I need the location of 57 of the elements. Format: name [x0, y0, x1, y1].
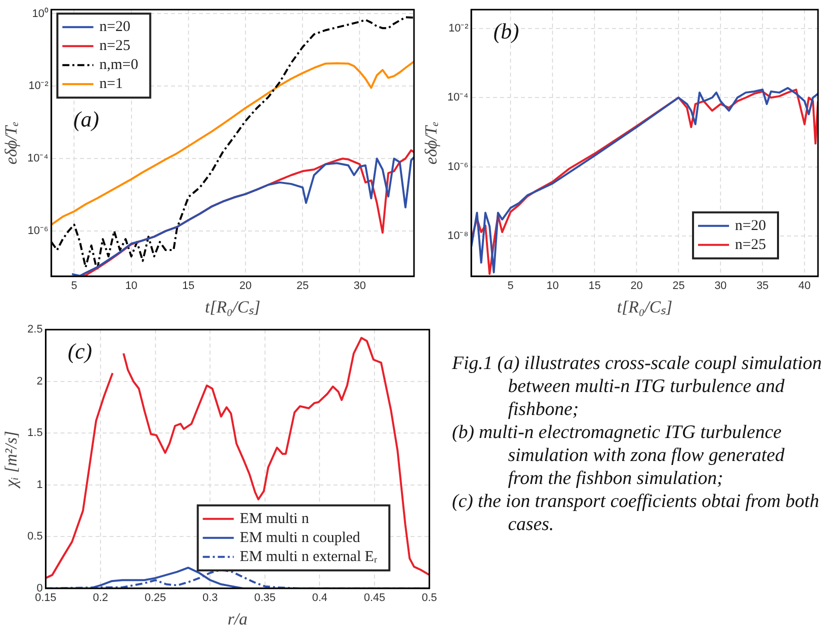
- annotation: (c): [68, 338, 92, 364]
- x-axis-title: t[R₀/Cₛ]: [617, 297, 672, 316]
- x-tick-label: 10: [125, 280, 138, 292]
- y-tick-label: 10⁻⁶: [448, 160, 468, 173]
- x-tick-label: 40: [798, 280, 811, 292]
- y-tick-label: 10⁻⁴: [447, 92, 469, 104]
- y-tick-label: 10⁻²: [448, 22, 469, 34]
- y-tick-label: 2: [36, 375, 43, 388]
- x-tick-label: 0.35: [254, 592, 276, 604]
- y-axis-title: χᵢ [m²/s]: [2, 430, 21, 490]
- x-axis-title: t[R₀/Cₛ]: [205, 297, 260, 316]
- y-tick-label: 10⁻⁶: [28, 225, 48, 238]
- y-tick-label: 1: [36, 478, 43, 491]
- y-tick-label: 10⁰: [32, 6, 48, 20]
- x-tick-label: 15: [588, 280, 601, 292]
- x-tick-label: 0.25: [144, 592, 166, 604]
- x-tick-label: 5: [71, 280, 78, 292]
- legend-label: n=25: [735, 236, 766, 253]
- legend-label: n=20: [735, 218, 766, 234]
- y-axis-title: eδϕ/Tₑ: [422, 122, 441, 164]
- x-tick-label: 0.45: [364, 592, 386, 604]
- y-axis-title: eδϕ/Tₑ: [2, 122, 21, 164]
- x-tick-label: 0.5: [422, 592, 438, 604]
- annotation: (a): [73, 106, 100, 132]
- x-tick-label: 15: [182, 280, 195, 292]
- annotation: (b): [493, 18, 520, 44]
- legend-label: EM multi n: [240, 510, 310, 527]
- x-tick-label: 20: [239, 280, 252, 292]
- text: (c) the ion transport coefficients obtai from both cases.: [452, 490, 820, 536]
- x-tick-label: 30: [354, 280, 366, 292]
- x-tick-label: 10: [546, 280, 559, 292]
- x-axis-title: r/a: [228, 609, 248, 628]
- y-tick-label: 0: [36, 582, 43, 594]
- text: (b) multi-n electromagnetic ITG turbulence simulation with zona flow generated from the fishbon simulation;: [452, 421, 786, 490]
- legend-label: EM multi n coupled: [240, 530, 361, 546]
- caption: Fig.1 (a) illustrates cross-scale coupl simulation between multi-n ITG turbulence and fishbone;: [452, 352, 823, 421]
- y-tick-label: 1.5: [27, 427, 43, 440]
- legend-label: n,m=0: [99, 57, 138, 74]
- legend-label: n=1: [99, 76, 123, 92]
- x-tick-label: 25: [672, 280, 685, 292]
- x-tick-label: 35: [756, 280, 769, 292]
- legend-label: n=25: [99, 38, 130, 54]
- y-tick-label: 2.5: [27, 324, 43, 336]
- x-tick-label: 0.4: [312, 592, 328, 604]
- y-tick-label: 10⁻⁸: [447, 230, 468, 242]
- x-tick-label: 30: [714, 280, 727, 292]
- legend-label: n=20: [99, 19, 130, 36]
- x-tick-label: 25: [296, 280, 309, 292]
- y-tick-label: 10⁻²: [28, 80, 49, 92]
- x-tick-label: 20: [630, 280, 643, 292]
- legend-label: EM multi n external Eᵣ: [240, 548, 378, 565]
- y-tick-label: 0.5: [27, 530, 43, 543]
- y-tick-label: 10⁻⁴: [27, 152, 49, 165]
- x-tick-label: 0.2: [92, 592, 108, 604]
- x-tick-label: 5: [508, 280, 514, 292]
- x-tick-label: 0.15: [34, 592, 56, 604]
- x-tick-label: 0.3: [202, 592, 218, 604]
